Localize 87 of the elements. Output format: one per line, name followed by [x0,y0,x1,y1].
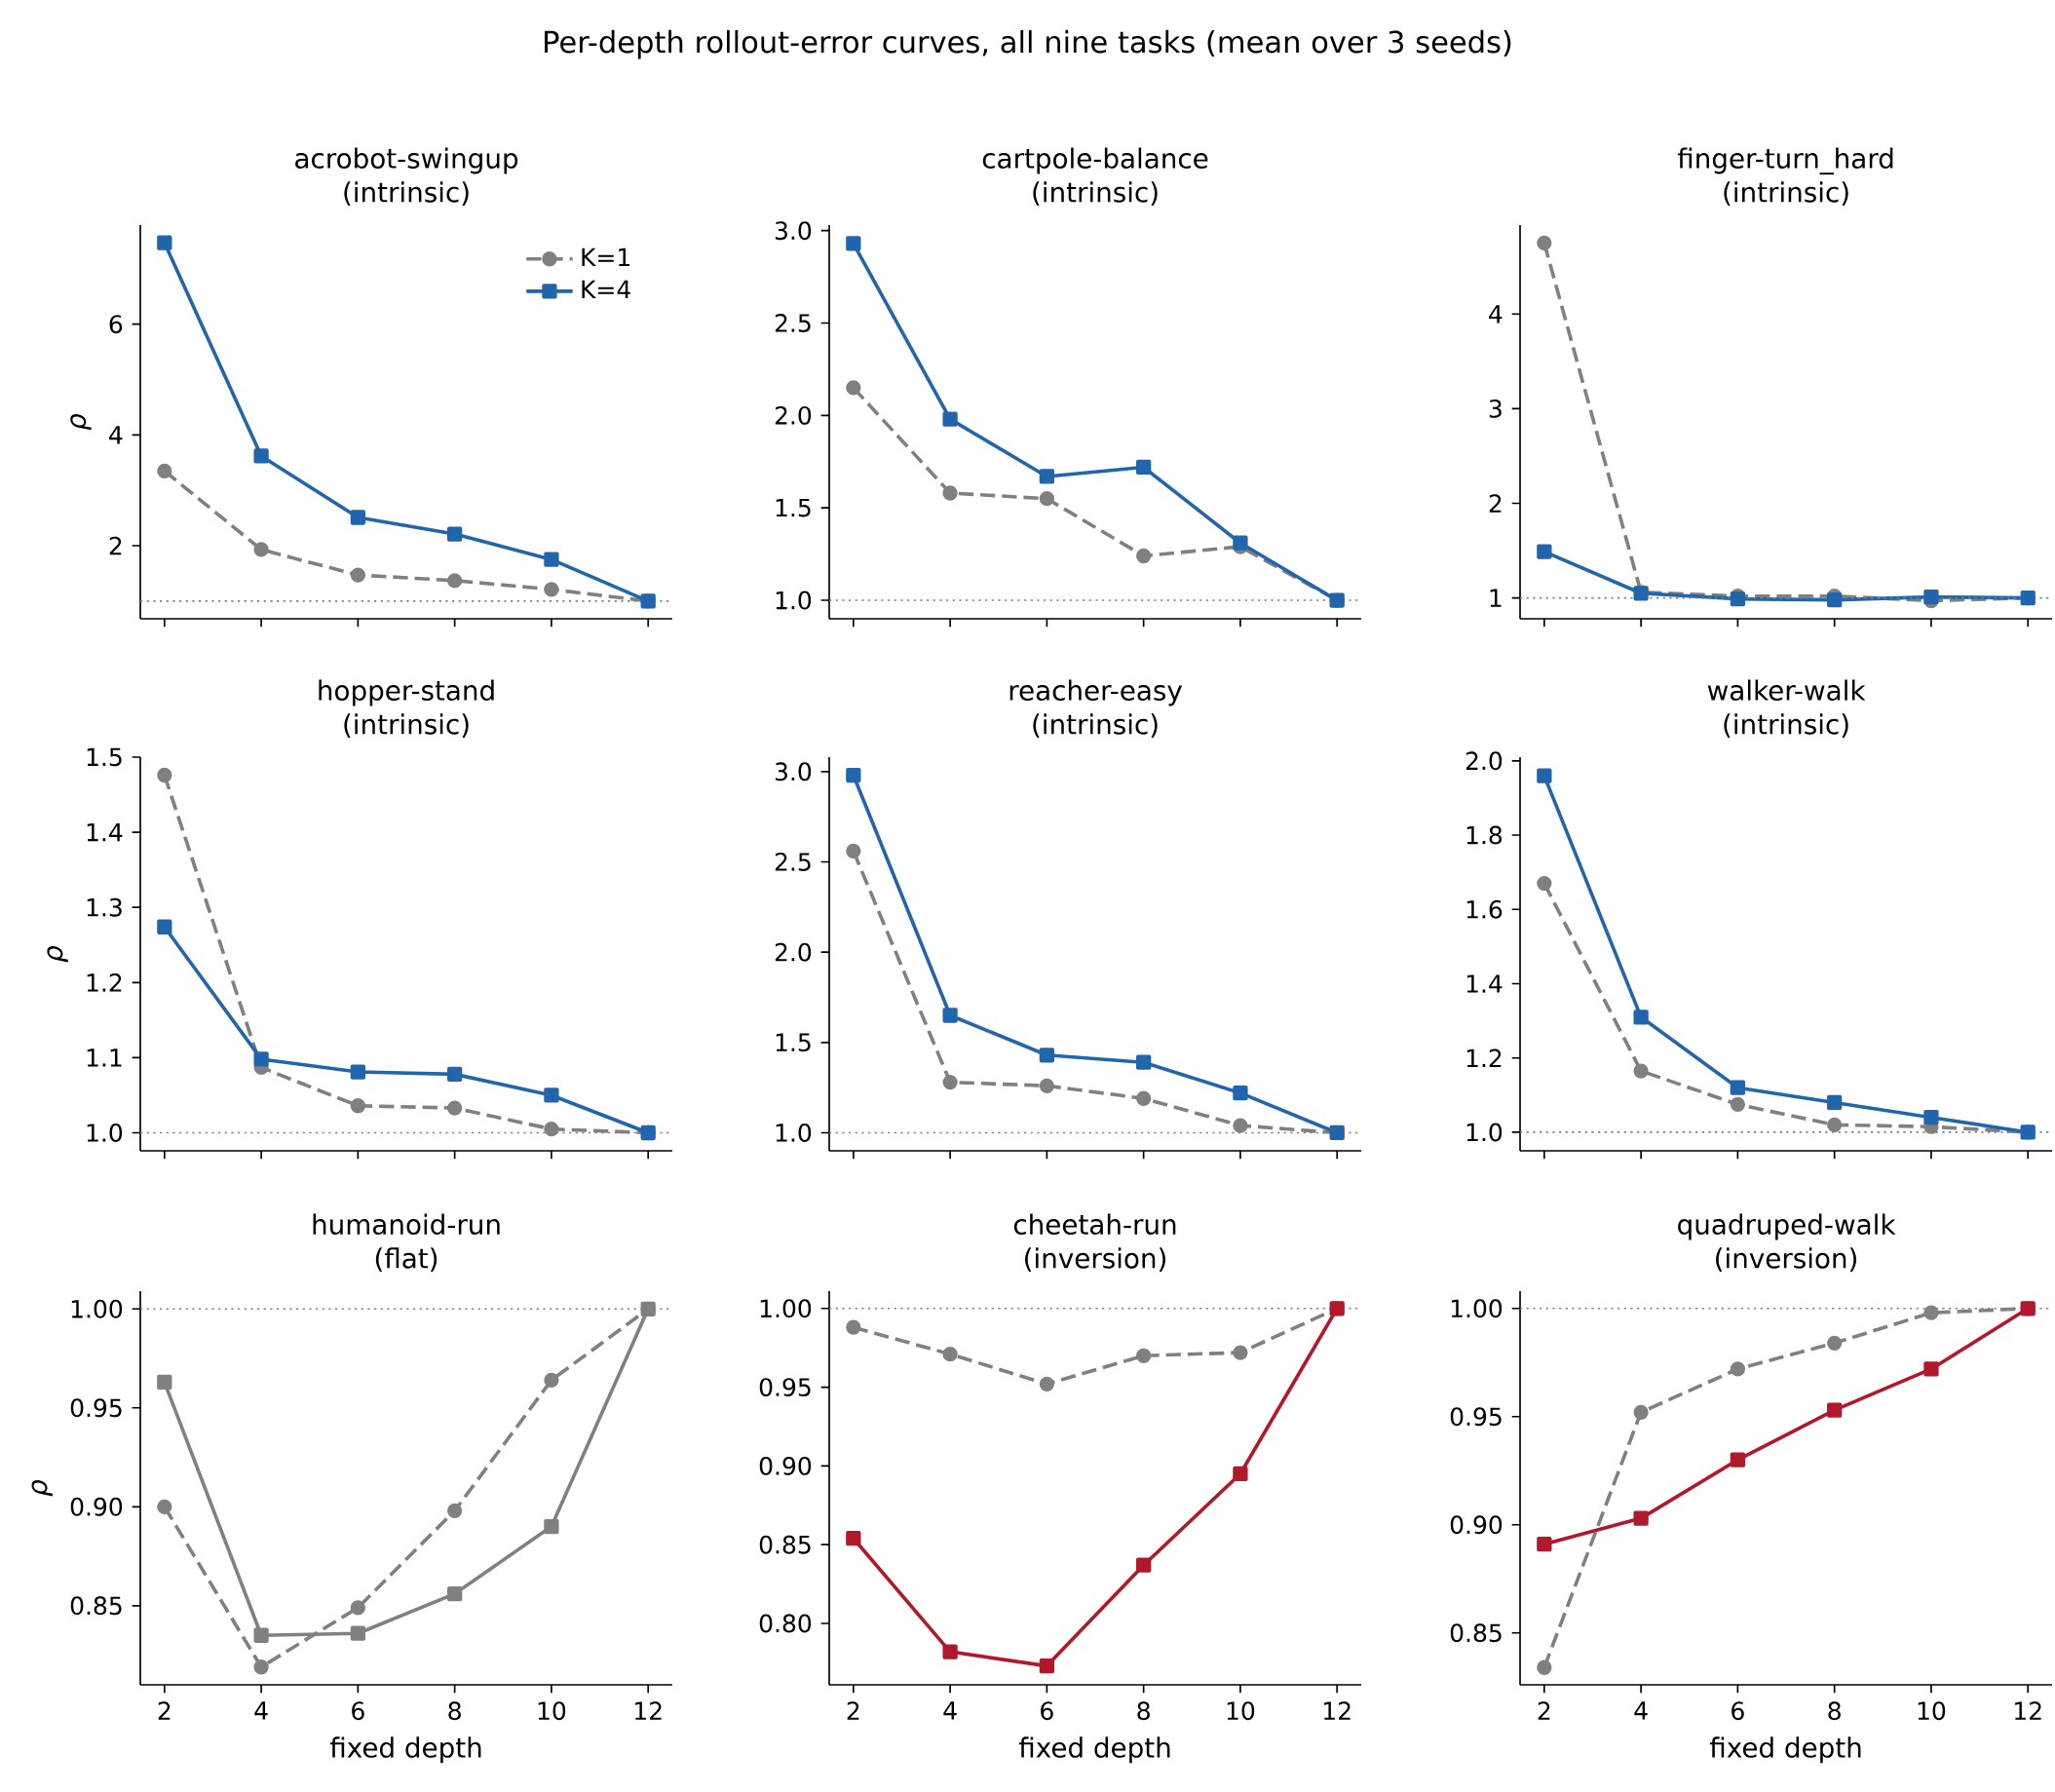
x-tick-label: 6 [352,1701,364,1721]
y-tick-label: 0.85 [759,1535,811,1554]
y-tick-label: 1.5 [776,498,811,517]
y-tick-label: 0.85 [1450,1623,1502,1643]
y-tick-label: 1.0 [1466,1123,1503,1142]
x-tick-label: 2 [158,1701,171,1720]
y-tick-label: 0.80 [759,1614,812,1633]
y-tick-label: 1.0 [776,1124,812,1142]
chart-subtitle: (flat) [375,1247,438,1273]
x-tick-label: 4 [1634,1701,1648,1720]
legend-label: K=4 [582,280,630,299]
y-tick-label: 1.0 [87,1124,123,1142]
chart-title: quadruped-walk [1678,1213,1896,1240]
chart-title: reacher-easy [1009,679,1183,706]
legend-label: K=1 [582,248,629,266]
x-tick-label: 8 [1137,1701,1150,1721]
y-tick-label: 1.6 [1466,899,1503,919]
x-axis-title: fixed depth [1709,1736,1861,1764]
y-tick-label: 1.4 [1466,974,1503,993]
y-tick-label: 1.1 [87,1049,122,1067]
y-tick-label: 0.90 [70,1497,123,1516]
chart-subtitle: (intrinsic) [1724,181,1848,206]
y-tick-label: 0.85 [70,1596,122,1616]
x-tick-label: 10 [1227,1701,1255,1721]
x-tick-label: 2 [1538,1701,1550,1720]
x-tick-label: 4 [943,1701,957,1720]
y-tick-label: 1.5 [776,1033,811,1052]
x-tick-label: 12 [1324,1701,1351,1720]
y-tick-label: 2.5 [775,314,811,332]
chart-subtitle: (intrinsic) [344,713,469,738]
y-tick-label: 2 [1489,494,1502,513]
y-axis-title: ρ [70,413,92,431]
y-tick-label: 0.90 [759,1456,812,1475]
x-tick-label: 10 [538,1701,566,1721]
x-tick-label: 12 [2015,1701,2041,1720]
chart-title: acrobot-swingup [295,147,518,174]
x-tick-label: 4 [254,1701,268,1720]
x-axis-title: fixed depth [329,1736,481,1764]
y-axis-title: ρ [31,1479,53,1497]
x-tick-label: 12 [635,1701,662,1720]
y-tick-label: 2.0 [1465,751,1503,771]
x-tick-label: 8 [448,1701,461,1721]
y-tick-label: 1.00 [760,1299,812,1318]
x-tick-label: 2 [847,1701,859,1720]
chart-title: cartpole-balance [982,147,1208,174]
y-tick-label: 1.3 [87,897,122,917]
y-tick-label: 1.8 [1466,825,1503,845]
y-tick-label: 3.0 [775,221,812,241]
y-tick-label: 1.5 [87,747,122,767]
y-tick-label: 0.95 [70,1398,122,1418]
chart-subtitle: (intrinsic) [1724,713,1848,738]
chart-subtitle: (intrinsic) [1033,713,1158,738]
x-tick-label: 6 [1041,1701,1053,1721]
y-axis-title: ρ [47,945,68,963]
chart-subtitle: (inversion) [1716,1247,1857,1273]
y-tick-label: 0.90 [1450,1515,1503,1535]
y-tick-label: 1.00 [1451,1299,1503,1318]
x-tick-label: 8 [1828,1701,1841,1721]
chart-subtitle: (inversion) [1025,1247,1166,1273]
chart-title: cheetah-run [1013,1213,1176,1236]
chart-title: humanoid-run [313,1213,500,1236]
y-tick-label: 1.2 [87,973,122,992]
x-axis-title: fixed depth [1018,1736,1170,1764]
y-tick-label: 1.2 [1466,1049,1502,1067]
x-tick-label: 10 [1918,1701,1946,1721]
x-tick-label: 6 [1732,1701,1744,1721]
chart-title: finger-turn_hard [1677,147,1893,175]
y-tick-label: 2 [109,536,122,555]
y-tick-label: 4 [109,426,123,444]
chart-title: walker-walk [1707,679,1866,702]
y-tick-label: 2.0 [775,942,812,962]
y-tick-label: 1 [1490,589,1502,607]
y-tick-label: 0.95 [759,1378,811,1397]
y-tick-label: 1.0 [776,591,812,610]
y-tick-label: 0.95 [1450,1407,1502,1427]
y-tick-label: 6 [109,315,123,334]
y-tick-label: 4 [1489,305,1503,324]
y-tick-label: 1.4 [87,823,123,842]
chart-title: hopper-stand [319,679,494,706]
y-tick-label: 2.0 [775,405,812,425]
y-tick-label: 2.5 [775,853,811,871]
chart-subtitle: (intrinsic) [344,181,469,206]
y-tick-label: 1.00 [71,1299,123,1318]
text: Per-depth rollout-error curves, all nine tasks (mean over 3 seeds) [545,29,1511,59]
y-tick-label: 3 [1489,399,1502,418]
chart-subtitle: (intrinsic) [1033,181,1158,206]
y-tick-label: 3.0 [775,762,812,782]
